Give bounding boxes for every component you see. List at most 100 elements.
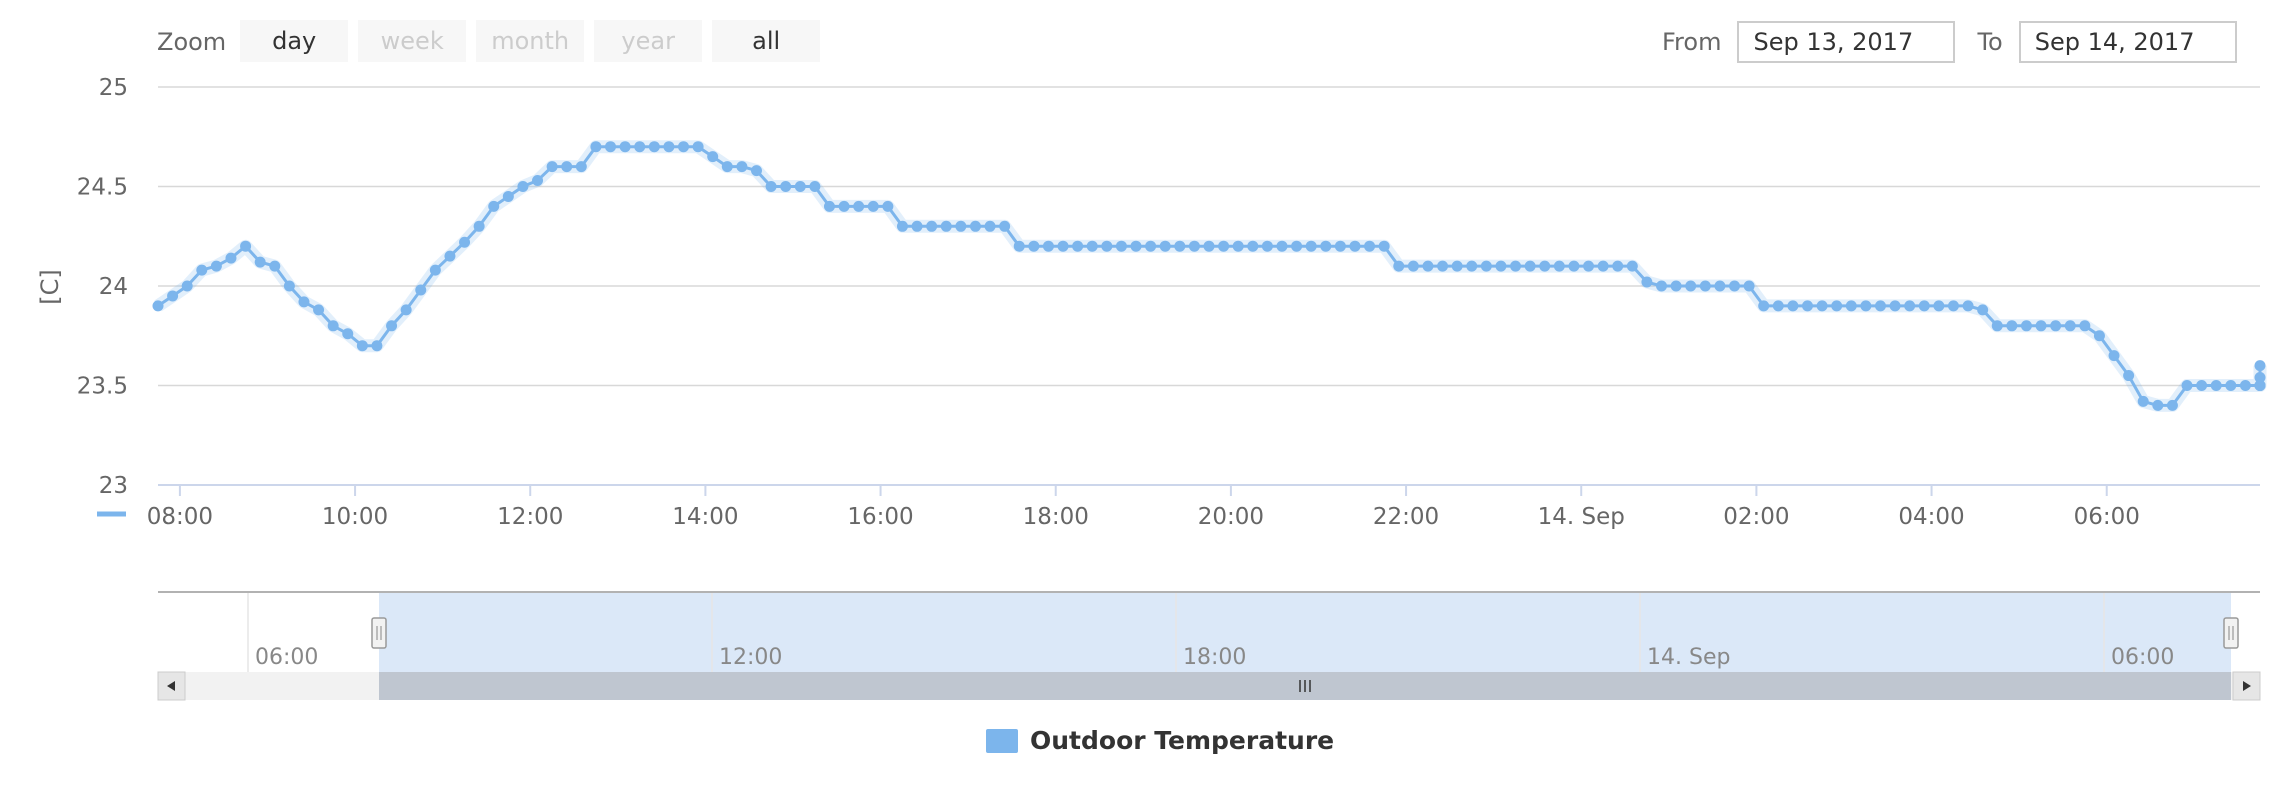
data-point[interactable] <box>2064 320 2076 332</box>
scrollbar[interactable] <box>157 671 2261 701</box>
data-point[interactable] <box>1291 240 1303 252</box>
data-point[interactable] <box>386 320 398 332</box>
data-point[interactable] <box>2254 380 2266 391</box>
data-point[interactable] <box>838 200 850 212</box>
data-point[interactable] <box>721 161 733 173</box>
data-point[interactable] <box>896 220 908 232</box>
data-point[interactable] <box>1203 240 1215 252</box>
data-point[interactable] <box>1378 240 1390 252</box>
data-point[interactable] <box>415 284 427 296</box>
data-point[interactable] <box>240 240 252 252</box>
data-point[interactable] <box>605 141 617 153</box>
data-point[interactable] <box>1028 240 1040 252</box>
data-point[interactable] <box>459 236 471 248</box>
data-point[interactable] <box>429 264 441 276</box>
data-point[interactable] <box>1991 320 2003 332</box>
data-point[interactable] <box>1918 300 1930 312</box>
legend-item[interactable]: Outdoor Temperature <box>986 726 1334 755</box>
data-point[interactable] <box>371 340 383 352</box>
data-point[interactable] <box>750 165 762 177</box>
data-point[interactable] <box>955 220 967 232</box>
data-point[interactable] <box>400 304 412 316</box>
data-point[interactable] <box>1261 240 1273 252</box>
data-point[interactable] <box>167 290 179 302</box>
data-point[interactable] <box>2239 380 2251 391</box>
data-point[interactable] <box>196 264 208 276</box>
data-point[interactable] <box>663 141 675 153</box>
data-point[interactable] <box>2035 320 2047 332</box>
data-point[interactable] <box>940 220 952 232</box>
data-point[interactable] <box>1364 240 1376 252</box>
data-point[interactable] <box>1451 260 1463 272</box>
data-point[interactable] <box>1641 276 1653 288</box>
zoom-month-button[interactable]: month <box>476 20 585 62</box>
data-point[interactable] <box>882 200 894 212</box>
data-point[interactable] <box>1101 240 1113 252</box>
data-point[interactable] <box>313 304 325 316</box>
data-point[interactable] <box>473 220 485 232</box>
zoom-day-button[interactable]: day <box>240 20 349 62</box>
data-point[interactable] <box>1831 300 1843 312</box>
data-point[interactable] <box>356 340 368 352</box>
data-point[interactable] <box>1801 300 1813 312</box>
data-point[interactable] <box>1597 260 1609 272</box>
data-point[interactable] <box>648 141 660 153</box>
data-point[interactable] <box>809 181 821 192</box>
data-point[interactable] <box>1626 260 1638 272</box>
navigator-handle-left[interactable] <box>371 617 387 649</box>
data-point[interactable] <box>926 220 938 232</box>
data-point[interactable] <box>1656 280 1668 292</box>
data-point[interactable] <box>1962 300 1974 312</box>
data-point[interactable] <box>2006 320 2018 332</box>
data-point[interactable] <box>327 320 339 332</box>
data-point[interactable] <box>1568 260 1580 272</box>
data-point[interactable] <box>1086 240 1098 252</box>
data-point[interactable] <box>867 200 879 212</box>
data-point[interactable] <box>1612 260 1624 272</box>
navigator-selected-range[interactable] <box>379 593 2231 672</box>
data-point[interactable] <box>1159 240 1171 252</box>
data-point[interactable] <box>1772 300 1784 312</box>
data-point[interactable] <box>1787 300 1799 312</box>
data-point[interactable] <box>2210 380 2222 391</box>
data-point[interactable] <box>488 200 500 212</box>
data-point[interactable] <box>765 181 777 192</box>
data-point[interactable] <box>1422 260 1434 272</box>
data-point[interactable] <box>2020 320 2032 332</box>
data-point[interactable] <box>1495 260 1507 272</box>
data-point[interactable] <box>619 141 631 153</box>
zoom-week-button[interactable]: week <box>358 20 467 62</box>
data-point[interactable] <box>1977 304 1989 316</box>
data-point[interactable] <box>546 161 558 173</box>
data-point[interactable] <box>794 181 806 192</box>
data-point[interactable] <box>853 200 865 212</box>
zoom-all-button[interactable]: all <box>712 20 821 62</box>
data-point[interactable] <box>1276 240 1288 252</box>
data-point[interactable] <box>1247 240 1259 252</box>
data-point[interactable] <box>269 260 281 272</box>
data-point[interactable] <box>502 190 514 202</box>
data-point[interactable] <box>1437 260 1449 272</box>
data-point[interactable] <box>823 200 835 212</box>
data-point[interactable] <box>2093 330 2105 342</box>
data-point[interactable] <box>1480 260 1492 272</box>
data-point[interactable] <box>1860 300 1872 312</box>
data-point[interactable] <box>254 256 266 268</box>
zoom-year-button[interactable]: year <box>594 20 703 62</box>
data-point[interactable] <box>225 252 237 264</box>
data-point[interactable] <box>532 175 544 187</box>
data-point[interactable] <box>1232 240 1244 252</box>
data-point[interactable] <box>2050 320 2062 332</box>
data-point[interactable] <box>2137 395 2149 407</box>
data-point[interactable] <box>1524 260 1536 272</box>
data-point[interactable] <box>1699 280 1711 292</box>
data-point[interactable] <box>1758 300 1770 312</box>
data-point[interactable] <box>984 220 996 232</box>
data-point[interactable] <box>2181 380 2193 391</box>
data-point[interactable] <box>181 280 193 292</box>
data-point[interactable] <box>1349 240 1361 252</box>
data-point[interactable] <box>1115 240 1127 252</box>
data-point[interactable] <box>1874 300 1886 312</box>
data-point[interactable] <box>1188 240 1200 252</box>
data-point[interactable] <box>2254 360 2266 372</box>
